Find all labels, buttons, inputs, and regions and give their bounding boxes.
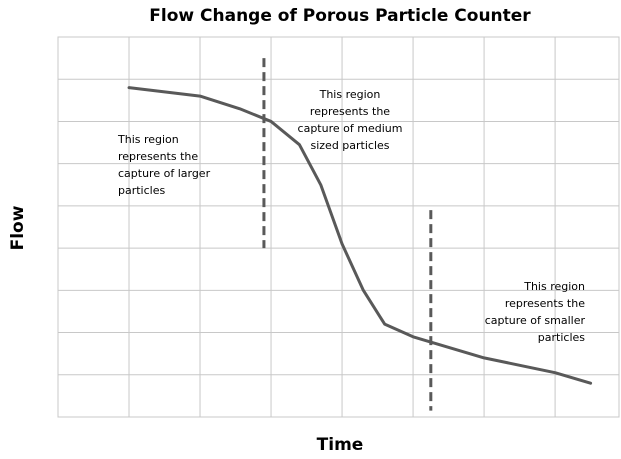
annotation: represents the [118,150,198,163]
plot-border [57,36,620,418]
annotation: capture of smaller [485,314,586,327]
x-axis-label: Time [317,435,364,455]
annotation: represents the [310,105,390,118]
y-axis-label: Flow [8,205,28,250]
annotation: This region [523,280,585,293]
annotation: represents the [505,297,585,310]
data-line [127,86,593,385]
annotation: This region [117,133,179,146]
annotation: capture of larger [118,167,211,180]
annotation: particles [118,184,165,197]
annotation: This region [319,88,381,101]
chart-title: Flow Change of Porous Particle Counter [149,6,531,26]
annotation: sized particles [310,139,389,152]
annotation: capture of medium [298,122,403,135]
annotation: particles [538,331,585,344]
